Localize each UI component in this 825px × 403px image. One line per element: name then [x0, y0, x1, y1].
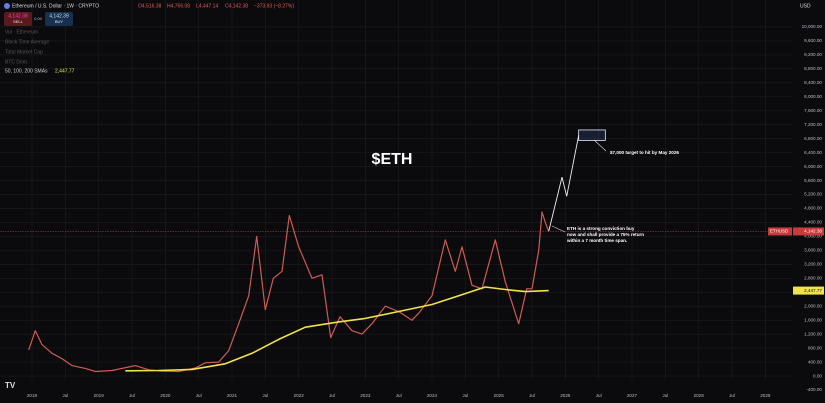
x-tick-label: Jul [662, 393, 668, 398]
y-tick-label: 7,200.00 [804, 122, 822, 127]
x-tick-label: 2029 [760, 393, 771, 398]
x-tick-label: 2025 [494, 393, 505, 398]
y-tick-label: 4,400.00 [804, 220, 822, 225]
y-tick-label: 3,200.00 [804, 262, 822, 267]
currency: USD [800, 3, 811, 9]
x-tick-label: 2023 [360, 393, 371, 398]
y-tick-label: 10,000.00 [802, 24, 823, 29]
x-tick-label: 2028 [694, 393, 705, 398]
sell-button-bg[interactable] [4, 12, 32, 26]
y-tick-label: 4,800.00 [804, 206, 822, 211]
buy-price[interactable]: 4,142.39 [49, 13, 69, 19]
note-pointer [593, 139, 607, 152]
y-tick-label: 6,800.00 [804, 136, 822, 141]
y-tick-label: 9,600.00 [804, 38, 822, 43]
y-tick-label: 5,600.00 [804, 178, 822, 183]
ohlc: −373.93 (−8.27%) [254, 3, 294, 9]
y-tick-label: 6,400.00 [804, 150, 822, 155]
price-line [28, 211, 550, 373]
legend-entry: 50, 100, 200 SMAs [5, 68, 48, 74]
axes: -400.00 0.00 400.00 800.00 1,200.00 1,600.00 2… [27, 24, 824, 398]
x-tick-label: 2022 [294, 393, 305, 398]
price-label-bg [768, 227, 792, 236]
y-tick-label: 1,600.00 [804, 317, 822, 322]
spread: 0.00 [34, 16, 43, 21]
buy-label[interactable]: BUY [55, 19, 64, 24]
sell-button[interactable]: 4,142.38 SELL [4, 12, 32, 26]
time-axis [0, 380, 792, 403]
ohlc: O4,516.38 [138, 3, 162, 9]
sell-price[interactable]: 4,142.38 [8, 13, 28, 19]
logo: TV [5, 381, 16, 390]
projection-path [548, 135, 580, 232]
sma-axis-label: 2,447.77 [804, 288, 822, 293]
x-tick-label: Jul [262, 393, 268, 398]
y-tick-label: 8,800.00 [804, 66, 822, 71]
buy-button[interactable]: 4,142.39 BUY [45, 12, 73, 26]
y-tick-label: 2,000.00 [804, 303, 822, 308]
x-tick-label: Jul [729, 393, 735, 398]
y-tick-label: 2,800.00 [804, 276, 822, 281]
indicator: Vol · Ethereum [5, 29, 38, 35]
x-tick-label: Jul [62, 393, 68, 398]
y-tick-label: 1,200.00 [804, 331, 822, 336]
y-tick-label: 0.00 [813, 373, 822, 378]
y-tick-label: 4,000.00 [804, 234, 822, 239]
y-tick-label: -400.00 [806, 387, 822, 392]
y-tick-label: 6,000.00 [804, 164, 822, 169]
x-tick-label: 2019 [94, 393, 105, 398]
y-tick-label: 8,000.00 [804, 94, 822, 99]
symbol-icon [4, 3, 10, 9]
sma-label-bg [793, 286, 824, 295]
x-tick-label: Jul [329, 393, 335, 398]
y-tick-label: 3,600.00 [804, 248, 822, 253]
x-tick-label: 2021 [227, 393, 238, 398]
sma-line [125, 286, 549, 372]
y-tick-label: 800.00 [808, 345, 822, 350]
ohlc: H4,766.08 [167, 3, 190, 9]
x-tick-label: Jul [596, 393, 602, 398]
legend-value: 2,447.77 [55, 68, 75, 74]
buy-button-bg[interactable] [45, 12, 73, 26]
ohlc: L4,447.14 [196, 3, 218, 9]
y-tick-label: 7,600.00 [804, 108, 822, 113]
x-tick-label: 2018 [27, 393, 38, 398]
plot [0, 129, 792, 373]
indicator: Total Market Cap [5, 49, 43, 55]
indicator: BTC Dom. [5, 59, 28, 65]
conviction-note: ETH is a strong conviction buy [567, 226, 635, 231]
x-tick-label: 2027 [627, 393, 638, 398]
price-axis [792, 0, 825, 403]
ohlc: C4,142.38 [225, 3, 248, 9]
target-note: $7,000 target to hit by May 2026 [610, 150, 679, 155]
x-tick-label: 2020 [160, 393, 171, 398]
y-tick-label: 9,200.00 [804, 52, 822, 57]
x-tick-label: Jul [396, 393, 402, 398]
indicator: Block Time Average [5, 39, 49, 45]
price-axis-label: 4,142.38 [804, 229, 822, 234]
sell-label[interactable]: SELL [13, 19, 24, 24]
price-axis-label-bg [793, 227, 824, 236]
conviction-note: now and shall provide a 75% return [567, 232, 644, 237]
symbol-title: Ethereum / U.S. Dollar · 1W · CRYPTO [12, 3, 99, 9]
x-tick-label: Jul [529, 393, 535, 398]
price-symbol: ETHUSD [770, 229, 788, 234]
target-box [578, 129, 606, 141]
grid [0, 0, 792, 391]
chart-title: $ETH [372, 151, 413, 168]
x-tick-label: Jul [196, 393, 202, 398]
conviction-note: within a 7 month time span. [566, 238, 627, 243]
note-pointer [551, 225, 566, 233]
x-tick-label: 2024 [427, 393, 438, 398]
y-tick-label: 400.00 [808, 359, 822, 364]
x-tick-label: Jul [462, 393, 468, 398]
y-tick-label: 8,400.00 [804, 80, 822, 85]
x-tick-label: 2026 [560, 393, 571, 398]
y-tick-label: 5,200.00 [804, 192, 822, 197]
x-tick-label: Jul [129, 393, 135, 398]
